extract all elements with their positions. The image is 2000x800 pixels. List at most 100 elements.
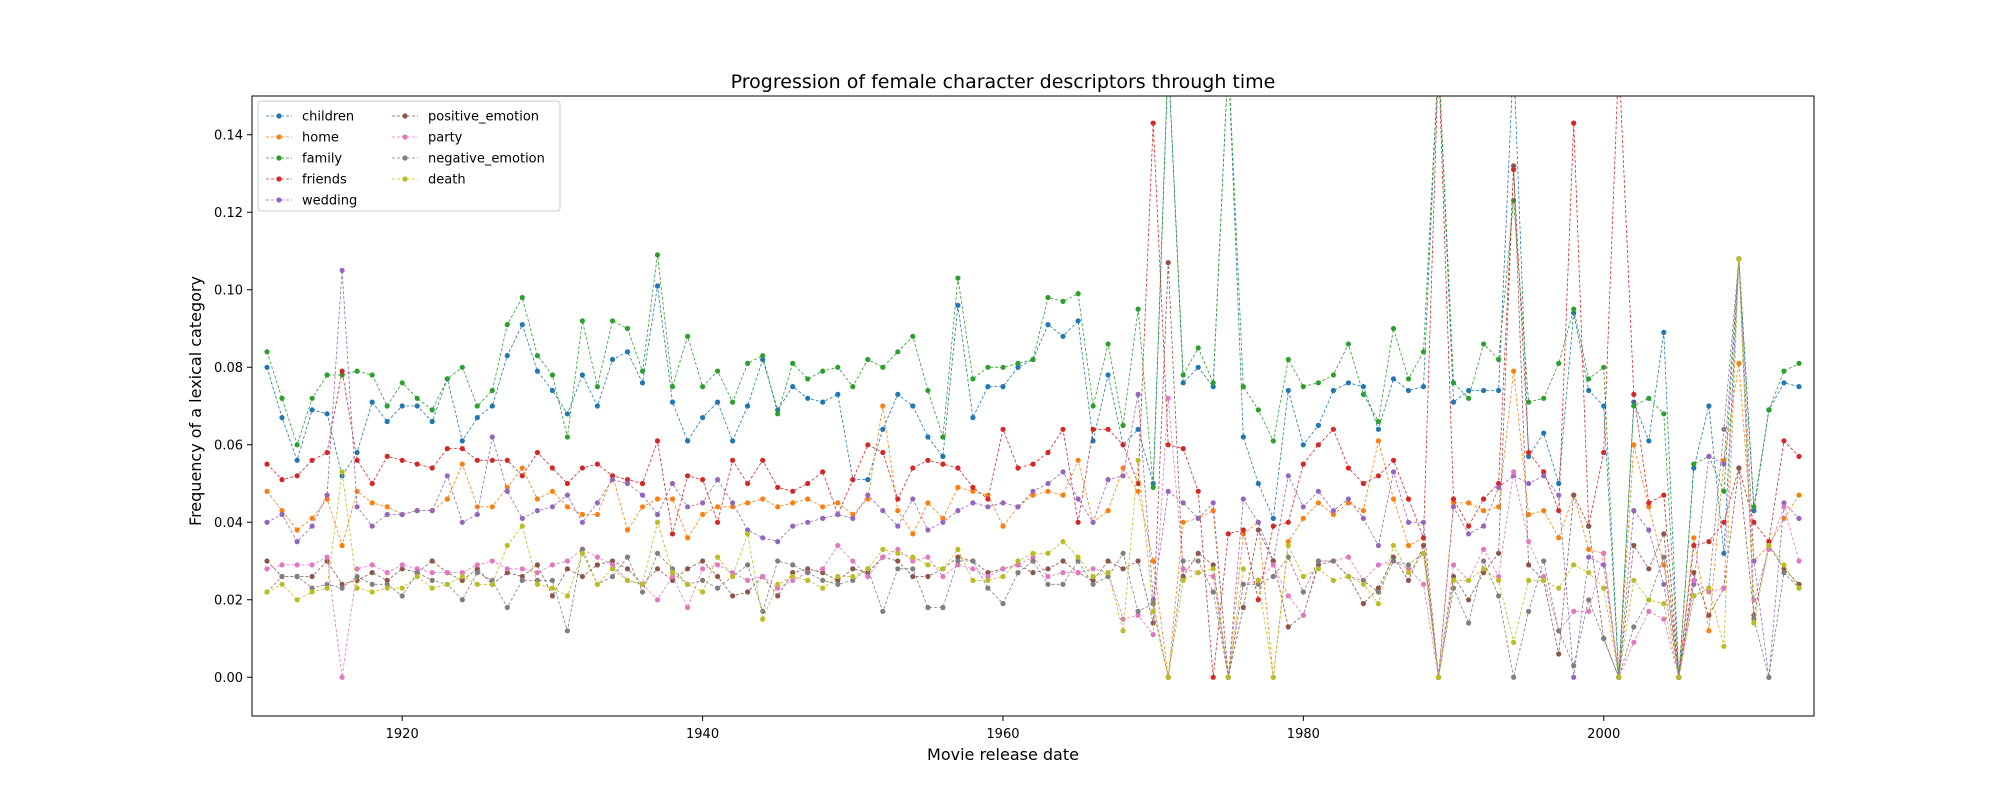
data-point <box>700 477 706 483</box>
data-point <box>985 577 991 584</box>
data-point <box>805 496 811 502</box>
data-point <box>685 581 691 587</box>
data-point <box>609 573 616 580</box>
data-point <box>1661 492 1667 498</box>
data-point <box>504 457 510 463</box>
data-point <box>1060 333 1066 339</box>
data-point <box>489 457 495 463</box>
data-point <box>1796 384 1802 390</box>
data-point <box>1345 465 1351 471</box>
data-point <box>564 492 571 498</box>
data-point <box>1721 585 1727 591</box>
legend-swatch-marker <box>276 134 282 140</box>
data-point <box>279 511 285 518</box>
data-point <box>1060 570 1066 576</box>
data-point <box>1030 570 1036 576</box>
data-point <box>1060 426 1066 432</box>
data-point <box>1330 387 1336 394</box>
series-friends <box>264 96 1802 680</box>
data-point <box>790 523 796 529</box>
data-point <box>354 488 360 494</box>
data-point <box>1270 562 1276 568</box>
data-point <box>1496 593 1502 599</box>
data-point <box>474 562 480 568</box>
legend-item-positive-emotion: positive_emotion <box>392 110 539 125</box>
data-point <box>1466 620 1472 626</box>
data-point <box>805 566 811 572</box>
data-point <box>279 477 285 483</box>
data-point <box>775 558 781 564</box>
data-point <box>1030 554 1036 560</box>
data-point <box>850 515 856 522</box>
data-point <box>324 558 330 564</box>
data-point <box>429 570 435 576</box>
data-point <box>910 465 916 471</box>
data-point <box>1345 573 1351 580</box>
data-point <box>880 449 886 456</box>
data-point <box>354 368 360 374</box>
data-point <box>1390 457 1397 463</box>
data-point <box>1015 562 1021 568</box>
data-point <box>609 562 616 568</box>
data-point <box>1601 635 1607 642</box>
data-point <box>1511 469 1517 475</box>
data-point <box>324 585 330 591</box>
data-point <box>1255 577 1261 584</box>
data-point <box>1571 562 1577 568</box>
data-point <box>459 519 465 525</box>
series-line <box>266 258 1800 679</box>
data-point <box>1165 488 1171 494</box>
data-point <box>850 566 856 572</box>
chart-title: Progression of female character descript… <box>731 71 1276 93</box>
data-point <box>654 519 661 525</box>
data-point <box>1120 422 1126 428</box>
data-point <box>1165 395 1171 401</box>
data-point <box>820 577 826 584</box>
data-point <box>1586 554 1592 560</box>
data-point <box>685 504 691 510</box>
data-point <box>1285 624 1291 630</box>
data-point <box>429 577 435 584</box>
data-point <box>429 585 435 591</box>
data-point <box>534 570 541 576</box>
data-point <box>1526 562 1532 568</box>
y-tick-label: 0.08 <box>214 361 243 376</box>
data-point <box>715 504 721 510</box>
data-point <box>805 395 811 401</box>
data-point <box>760 616 766 622</box>
data-point <box>1090 573 1096 580</box>
data-point <box>1436 55 1441 60</box>
data-point <box>1075 496 1081 502</box>
data-point <box>399 566 405 572</box>
data-point <box>1781 500 1787 506</box>
data-point <box>1556 651 1562 657</box>
legend-label: friends <box>302 173 347 188</box>
data-point <box>579 550 586 556</box>
data-point <box>579 465 586 471</box>
data-point <box>414 395 420 401</box>
data-point <box>1090 519 1096 525</box>
data-point <box>1045 480 1051 487</box>
data-point <box>1781 438 1787 444</box>
data-point <box>940 573 946 580</box>
data-point <box>835 542 841 549</box>
data-point <box>1390 496 1397 502</box>
data-point <box>1285 593 1291 599</box>
series-line <box>266 258 1800 679</box>
data-point <box>1586 597 1592 603</box>
data-point <box>1481 341 1487 347</box>
data-point <box>519 573 525 580</box>
data-point <box>1661 411 1667 417</box>
data-point <box>925 554 931 560</box>
data-point <box>865 566 871 572</box>
data-point <box>1105 477 1111 483</box>
data-point <box>384 453 390 459</box>
data-point <box>1466 597 1472 603</box>
data-point <box>399 511 405 518</box>
x-tick-label: 1940 <box>686 727 719 742</box>
data-point <box>354 457 360 463</box>
x-tick-label: 1920 <box>386 727 419 742</box>
data-point <box>534 581 541 587</box>
data-point <box>700 415 706 421</box>
series-negative-emotion <box>264 256 1802 680</box>
